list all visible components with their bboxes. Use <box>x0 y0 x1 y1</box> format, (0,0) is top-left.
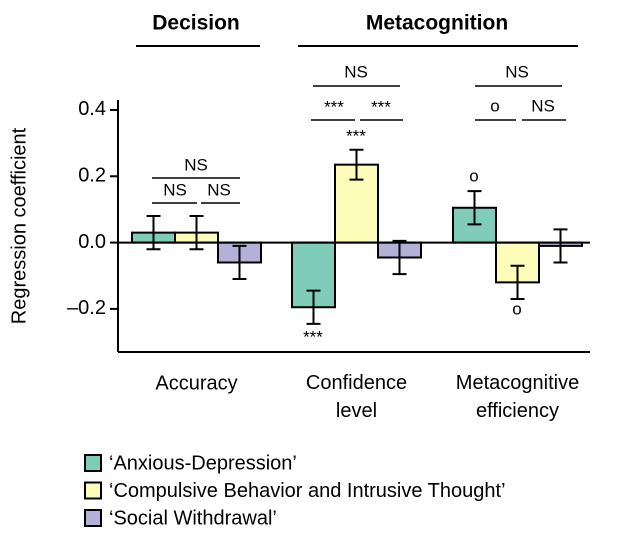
significance-label: *** <box>303 327 323 346</box>
legend-swatch <box>84 454 102 472</box>
significance-label: NS <box>531 96 555 115</box>
significance-label: NS <box>163 180 187 199</box>
legend-swatch <box>84 481 102 500</box>
y-tick-label: 0.4 <box>78 98 106 120</box>
error-bar <box>232 244 247 281</box>
x-tick-label: Confidence level <box>306 372 407 422</box>
error-bar <box>349 148 364 181</box>
significance-label: NS <box>207 180 231 199</box>
error-bar <box>510 264 525 300</box>
significance-label: o <box>512 299 521 318</box>
error-bar <box>553 228 568 264</box>
legend-swatch <box>84 509 102 527</box>
error-bar <box>189 215 204 251</box>
significance-label: o <box>469 166 478 185</box>
error-bar <box>467 190 482 226</box>
x-tick-label: Metacognitive efficiency <box>456 372 579 422</box>
y-tick-label: 0.0 <box>78 231 106 253</box>
error-bar <box>146 215 161 251</box>
legend-label: ‘Anxious-Depression’ <box>109 452 297 474</box>
significance-label: NS <box>505 62 529 81</box>
significance-label: *** <box>346 126 366 145</box>
significance-label: NS <box>184 155 208 174</box>
error-bar <box>306 289 321 325</box>
group-label: Decision <box>152 12 240 35</box>
significance-label: NS <box>344 62 368 81</box>
group-label: Metacognition <box>366 12 508 35</box>
x-tick-label: Accuracy <box>155 372 237 394</box>
y-axis-label: Regression coefficient <box>8 127 30 324</box>
y-tick-label: –0.2 <box>67 297 106 319</box>
y-tick-label: 0.2 <box>78 165 106 187</box>
legend-label: ‘Compulsive Behavior and Intrusive Thoug… <box>109 480 506 502</box>
error-bar <box>392 239 407 276</box>
legend-label: ‘Social Withdrawal’ <box>109 507 277 529</box>
significance-label: *** <box>324 97 344 116</box>
significance-label: o <box>490 96 499 115</box>
significance-label: *** <box>371 97 391 116</box>
